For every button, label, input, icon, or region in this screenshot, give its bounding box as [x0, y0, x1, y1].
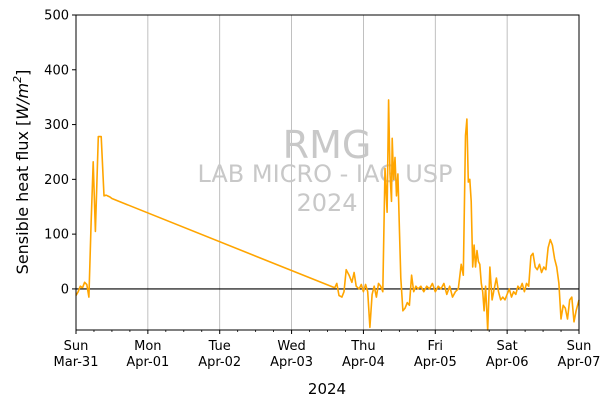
y-axis: 0 100 200 300 400 500 — [44, 9, 76, 297]
x-tick-label-date: Apr-01 — [126, 355, 169, 370]
x-tick-label-day: Thu — [350, 339, 375, 354]
y-axis-label-var: W/m — [13, 83, 32, 120]
x-tick-label-day: Sun — [64, 339, 89, 354]
grid — [147, 15, 508, 330]
x-tick-label-date: Apr-02 — [198, 355, 241, 370]
watermark-line1: RMG — [283, 123, 372, 167]
watermark: RMG LAB MICRO - IAG USP 2024 — [197, 123, 452, 217]
y-tick-label: 500 — [44, 9, 69, 24]
x-tick-label-date: Apr-03 — [270, 355, 313, 370]
x-tick-label-day: Mon — [134, 339, 161, 354]
x-tick-label-date: Mar-31 — [54, 355, 99, 370]
y-tick-label: 100 — [44, 228, 69, 243]
x-tick-label-date: Apr-06 — [486, 355, 529, 370]
y-axis-label-text: Sensible heat flux [ — [13, 120, 32, 275]
y-axis-label: Sensible heat flux [W/m2] — [11, 70, 32, 275]
x-tick-label-day: Wed — [277, 339, 305, 354]
y-axis-label-close: ] — [13, 70, 32, 76]
x-tick-label-date: Apr-05 — [414, 355, 457, 370]
y-tick-label: 200 — [44, 173, 69, 188]
x-tick-label-day: Fri — [428, 339, 444, 354]
x-tick-label-day: Sat — [496, 339, 517, 354]
y-axis-label-exp: 2 — [11, 76, 24, 83]
series-line — [75, 99, 580, 331]
x-tick-label-day: Sun — [567, 339, 592, 354]
x-tick-label-date: Apr-07 — [558, 355, 601, 370]
x-tick-label-day: Tue — [208, 339, 231, 354]
x-tick-label-date: Apr-04 — [342, 355, 385, 370]
watermark-line2: LAB MICRO - IAG USP — [197, 160, 452, 188]
y-tick-label: 0 — [61, 282, 69, 297]
x-axis-label: 2024 — [308, 380, 346, 398]
y-tick-label: 300 — [44, 118, 69, 133]
y-tick-label: 400 — [44, 63, 69, 78]
watermark-line3: 2024 — [296, 189, 357, 217]
x-axis: SunMar-31MonApr-01TueApr-02WedApr-03ThuA… — [54, 330, 601, 370]
